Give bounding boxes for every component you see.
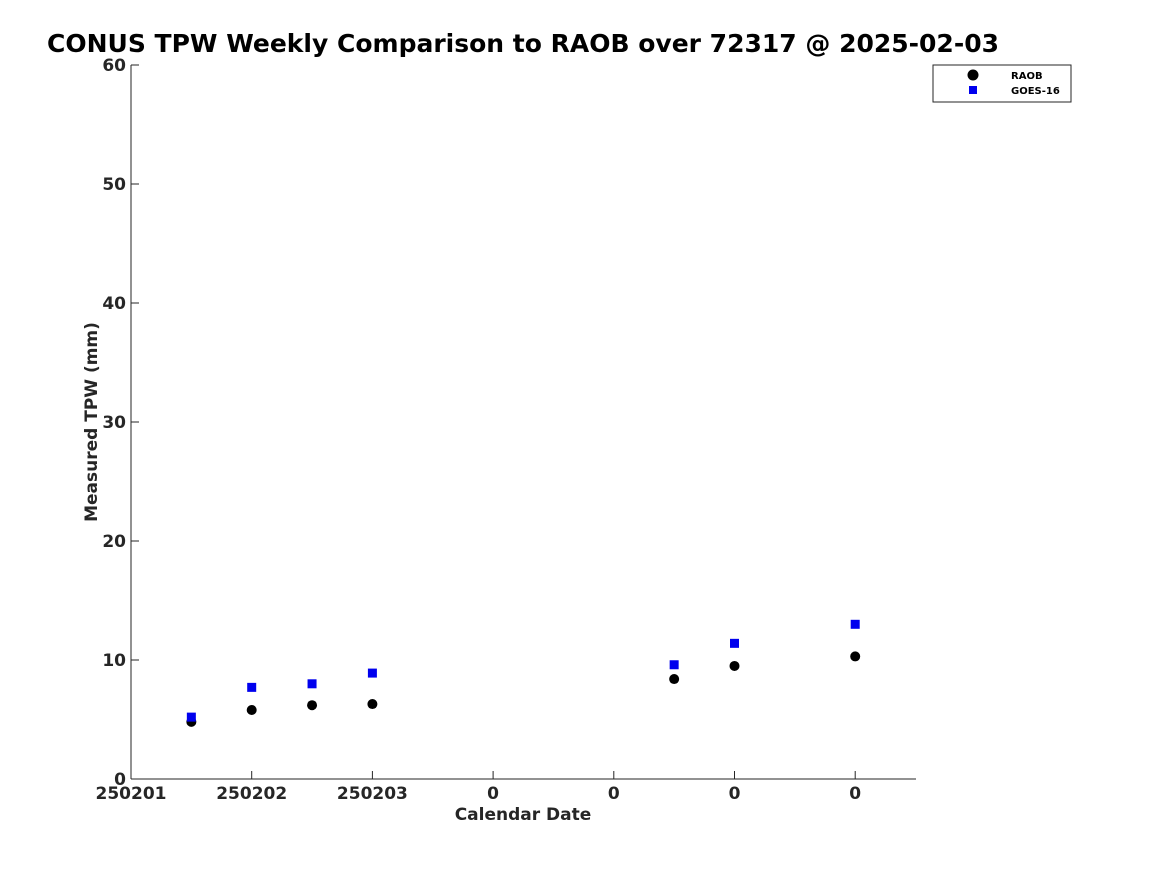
legend: RAOB GOES-16: [932, 64, 1072, 103]
goes16-point: [669, 660, 679, 670]
y-axis-ticks: 0 10 20 30 40 50 60: [102, 56, 139, 790]
y-tick-label: 30: [102, 413, 126, 433]
raob-point: [669, 674, 680, 685]
x-tick-label: 0: [849, 784, 861, 804]
y-tick-label: 10: [102, 651, 126, 671]
raob-point: [246, 704, 257, 715]
x-tick-label: 0: [608, 784, 620, 804]
x-tick-label: 250201: [96, 784, 167, 804]
goes16-point: [730, 638, 739, 648]
x-tick-label: 250203: [337, 784, 408, 804]
goes16-point: [247, 682, 257, 692]
chart-title: CONUS TPW Weekly Comparison to RAOB over…: [47, 29, 999, 58]
legend-raob-marker: [967, 69, 979, 81]
raob-point: [307, 700, 318, 711]
y-axis-label: Measured TPW (mm): [82, 322, 102, 522]
y-tick-label: 50: [102, 175, 126, 195]
legend-goes16-marker: [969, 86, 977, 94]
goes16-point: [367, 668, 377, 678]
legend-label: RAOB: [1011, 71, 1043, 82]
x-tick-label: 0: [729, 784, 741, 804]
legend-label: GOES-16: [1011, 86, 1060, 97]
goes16-point: [307, 679, 317, 689]
y-tick-label: 20: [102, 532, 126, 552]
x-axis-ticks: 250201 250202 250203 0 0 0 0: [96, 771, 861, 804]
raob-point: [729, 660, 740, 671]
raob-point: [367, 699, 378, 710]
x-tick-label: 0: [487, 784, 499, 804]
x-axis-label: Calendar Date: [455, 805, 592, 825]
legend-box: [932, 64, 1072, 103]
y-tick-label: 40: [102, 294, 126, 314]
goes16-point: [850, 619, 860, 629]
goes16-point: [186, 712, 196, 722]
x-tick-label: 250202: [216, 784, 287, 804]
y-tick-label: 0: [114, 770, 126, 790]
data-markers: [186, 619, 861, 727]
raob-point: [850, 651, 861, 662]
y-tick-label: 60: [102, 56, 126, 76]
